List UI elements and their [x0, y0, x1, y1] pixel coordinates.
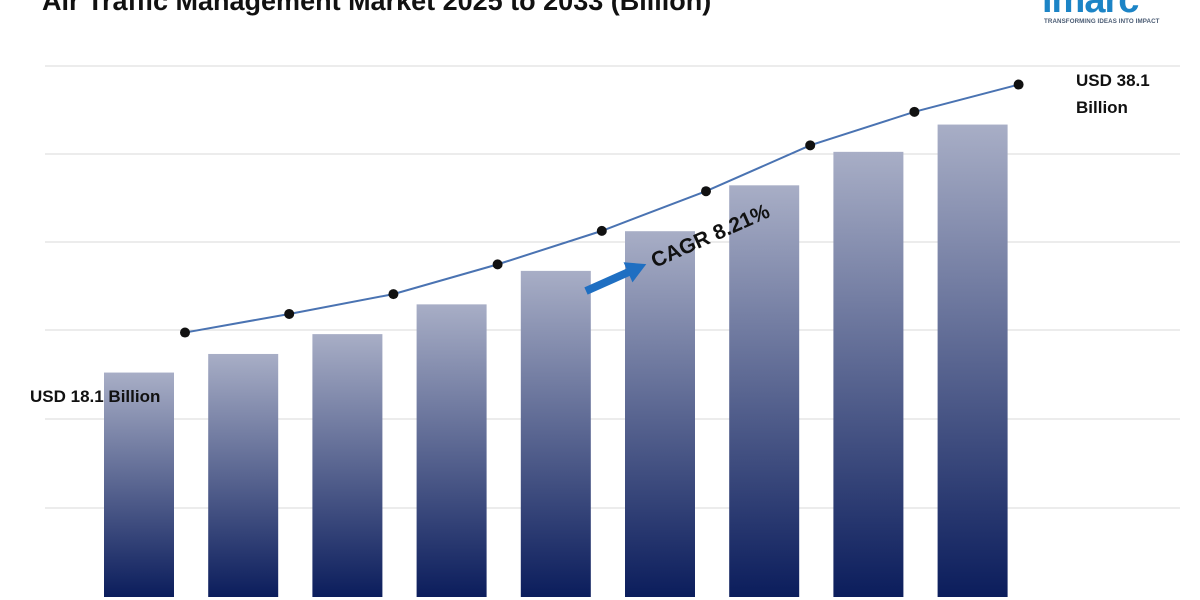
end-value-label-line1: USD 38.1	[1076, 71, 1150, 90]
trend-point-2030	[701, 186, 711, 197]
logo-tagline: TRANSFORMING IDEAS INTO IMPACT	[1044, 18, 1160, 25]
bar-2027	[312, 334, 383, 597]
bar-2033	[937, 124, 1008, 597]
trend-point-2025	[180, 327, 190, 338]
bar-2026	[208, 353, 279, 597]
end-value-label-line2: Billion	[1076, 98, 1128, 117]
bar-2030	[625, 231, 695, 597]
bars	[104, 124, 1008, 597]
bar-2031	[729, 185, 800, 597]
cagr-arrow	[584, 262, 647, 295]
trend-point-2032	[909, 106, 920, 117]
trend-point-2026	[284, 308, 295, 319]
trend-points	[180, 79, 1024, 338]
trend-point-2031	[805, 140, 816, 151]
trend-point-2028	[492, 259, 503, 270]
trend-point-2033	[1013, 79, 1024, 90]
start-value-label: USD 18.1 Billion	[30, 387, 160, 406]
bar-2029	[520, 270, 591, 597]
imarc-logo: imarc TRANSFORMING IDEAS INTO IMPACT	[1040, 0, 1180, 32]
trend-point-2029	[596, 225, 607, 236]
logo-wordmark: imarc	[1042, 0, 1139, 21]
bar-2025	[104, 372, 174, 597]
chart-title: Air Traffic Management Market 2025 to 20…	[42, 0, 712, 16]
trend-point-2027	[388, 289, 399, 300]
bar-2032	[833, 151, 904, 597]
bar-2028	[416, 304, 487, 597]
